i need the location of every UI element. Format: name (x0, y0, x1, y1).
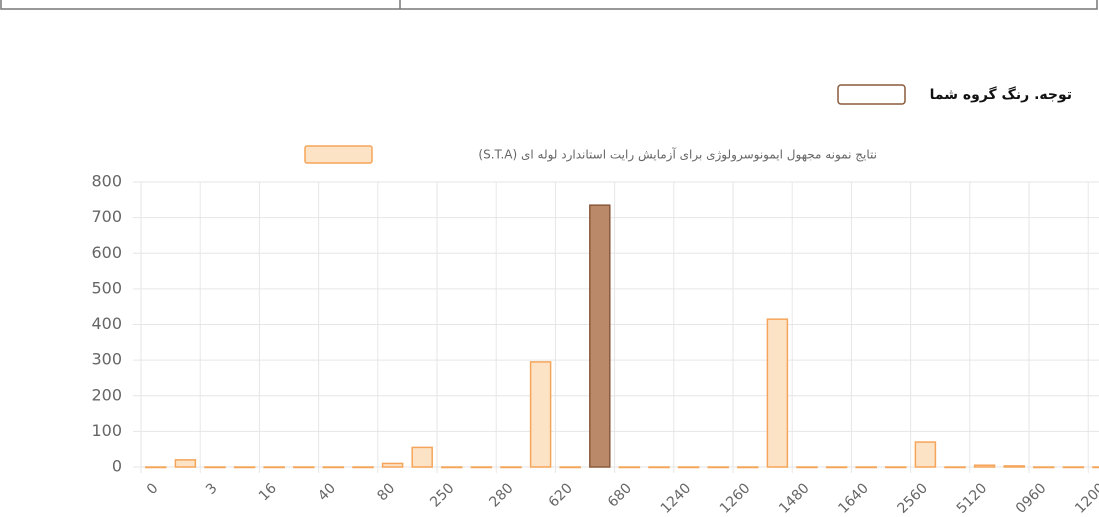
bar (233, 466, 256, 469)
x-tick-label: 1200 (1072, 480, 1099, 517)
x-tick-label: 620 (546, 480, 576, 510)
y-tick-label: 100 (91, 421, 122, 440)
bar (470, 466, 493, 469)
note-swatch (837, 84, 906, 105)
bar (1003, 465, 1025, 468)
bar (293, 466, 315, 469)
bar (737, 466, 759, 469)
bar (885, 466, 907, 469)
y-tick-label: 400 (91, 314, 122, 333)
x-tick-label: 1480 (776, 480, 813, 517)
bar (204, 466, 226, 469)
x-tick-label: 680 (605, 480, 635, 510)
x-tick-label: 3 (203, 480, 221, 498)
y-tick-label: 300 (91, 350, 122, 369)
bar (263, 466, 285, 469)
table-row (0, 0, 1098, 10)
x-tick-label: 80 (374, 480, 398, 504)
bar (441, 466, 463, 469)
note-text: توجه. رنگ گروه شما (930, 86, 1072, 103)
x-tick-label: 40 (315, 480, 339, 504)
legend-swatch (304, 145, 373, 164)
bar (145, 466, 167, 469)
x-tick-label: 1640 (835, 480, 872, 517)
bar (381, 462, 404, 468)
bar (174, 459, 197, 468)
bar (500, 466, 522, 469)
bar (1092, 466, 1099, 469)
bar (855, 466, 877, 469)
x-tick-label: 16 (256, 480, 280, 504)
x-tick-label: 250 (427, 480, 457, 510)
x-tick-label: 0960 (1013, 480, 1050, 517)
y-tick-label: 800 (91, 172, 122, 191)
bar (914, 441, 937, 468)
bar (618, 466, 641, 469)
y-tick-label: 500 (91, 278, 122, 297)
x-tick-label: 0 (144, 480, 162, 498)
bar (322, 466, 345, 469)
bar (1062, 466, 1085, 469)
bar (589, 204, 611, 468)
bar (707, 466, 729, 469)
bar (825, 466, 848, 469)
bar (411, 446, 433, 468)
x-tick-label: 5120 (954, 480, 991, 517)
bar (796, 466, 818, 469)
bar (559, 466, 581, 469)
x-tick-label: 1260 (717, 480, 754, 517)
bar (677, 466, 700, 469)
y-tick-label: 700 (91, 207, 122, 226)
bar (529, 361, 552, 468)
x-tick-label: 280 (486, 480, 516, 510)
y-tick-label: 0 (112, 457, 122, 476)
bar (1033, 466, 1055, 469)
bar (352, 466, 374, 469)
bar (766, 318, 789, 468)
y-tick-label: 200 (91, 385, 122, 404)
y-tick-label: 600 (91, 243, 122, 262)
bar (973, 464, 996, 468)
x-tick-label: 2560 (895, 480, 932, 517)
x-tick-label: 1240 (658, 480, 695, 517)
bar (944, 466, 966, 469)
bar (648, 466, 670, 469)
legend-label: نتایج نمونه مجهول ایمونوسرولوژی برای آزم… (478, 147, 877, 163)
